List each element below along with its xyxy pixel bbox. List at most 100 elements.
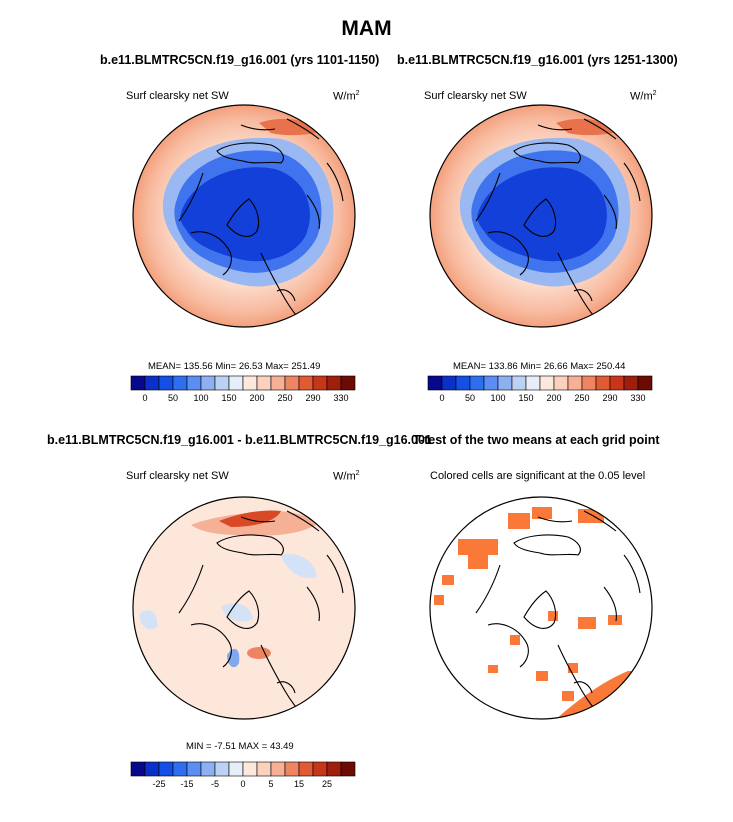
- colorbar-swatch: [623, 375, 639, 391]
- colorbar-tick-label: 5: [268, 779, 274, 789]
- map-3-negative-patch-3: [227, 648, 240, 668]
- colorbar-tick-label: 25: [321, 779, 333, 789]
- colorbar-swatch: [144, 375, 160, 391]
- colorbar-swatch: [441, 375, 457, 391]
- colorbar-swatch: [144, 761, 160, 777]
- map-3-center-max: [247, 647, 271, 659]
- panel-3-title: b.e11.BLMTRC5CN.f19_g16.001 - b.e11.BLMT…: [47, 433, 432, 447]
- colorbar-tick-label: -15: [180, 779, 194, 789]
- map-2-seaice-deep-blue: [477, 167, 607, 262]
- colorbar-swatch: [340, 761, 356, 777]
- colorbar-swatch: [497, 375, 513, 391]
- colorbar-swatch: [214, 761, 230, 777]
- map-1-red-patch: [259, 118, 327, 136]
- colorbar-swatch: [298, 761, 314, 777]
- colorbar-swatch: [469, 375, 485, 391]
- map-panel-3: [132, 496, 356, 720]
- colorbar-swatch: [539, 375, 555, 391]
- colorbar-swatch: [130, 375, 146, 391]
- colorbar-tick-label: 200: [546, 393, 562, 403]
- colorbar-tick-label: 100: [193, 393, 209, 403]
- panel-4-title: T-test of the two means at each grid poi…: [413, 433, 660, 447]
- panel-1-variable: Surf clearsky net SW: [126, 90, 229, 102]
- colorbar-swatch: [186, 761, 202, 777]
- colorbar-swatch: [158, 761, 174, 777]
- map-2-red-patch: [556, 118, 624, 136]
- colorbar-tick-label: 100: [490, 393, 506, 403]
- panel-2-stats: MEAN= 133.86 Min= 26.66 Max= 250.44: [453, 361, 626, 372]
- colorbar-tick-label: 50: [464, 393, 476, 403]
- colorbar-tick-label: 290: [305, 393, 321, 403]
- colorbar-swatch: [637, 375, 653, 391]
- colorbar-swatch: [483, 375, 499, 391]
- colorbar-swatch: [242, 761, 258, 777]
- colorbar-swatch: [214, 375, 230, 391]
- map-1-coastlines: [178, 118, 344, 324]
- colorbar-swatch: [242, 375, 258, 391]
- colorbar-swatch: [511, 375, 527, 391]
- colorbar-tick-label: 330: [630, 393, 646, 403]
- colorbar-tick-label: 200: [249, 393, 265, 403]
- colorbar-swatch: [326, 761, 342, 777]
- colorbar-swatch: [200, 761, 216, 777]
- colorbar-tick-label: 0: [439, 393, 445, 403]
- colorbar-swatch: [172, 375, 188, 391]
- colorbar-tick-label: 250: [574, 393, 590, 403]
- colorbar-tick-label: 150: [518, 393, 534, 403]
- panel-3-stats: MIN = -7.51 MAX = 43.49: [186, 741, 294, 752]
- map-panel-4: [429, 496, 653, 720]
- colorbar-tick-label: -5: [210, 779, 220, 789]
- colorbar-swatch: [595, 375, 611, 391]
- colorbar-swatch: [228, 761, 244, 777]
- colorbar-swatch: [284, 375, 300, 391]
- panel-3-variable: Surf clearsky net SW: [126, 470, 229, 482]
- colorbar-tick-label: 150: [221, 393, 237, 403]
- map-panel-2: [429, 104, 653, 328]
- map-1-seaice-deep-blue: [180, 167, 310, 262]
- colorbar-swatch: [609, 375, 625, 391]
- colorbar-swatch: [525, 375, 541, 391]
- panel-2-units: W/m2: [630, 90, 657, 103]
- colorbar-swatch: [427, 375, 443, 391]
- colorbar-tick-label: 250: [277, 393, 293, 403]
- colorbar-swatch: [340, 375, 356, 391]
- colorbar-swatch: [186, 375, 202, 391]
- colorbar-swatch: [200, 375, 216, 391]
- panel-3-units: W/m2: [333, 470, 360, 483]
- colorbar-panel-2: [427, 375, 653, 391]
- colorbar-swatch: [130, 761, 146, 777]
- colorbar-swatch: [256, 761, 272, 777]
- map-2-coastlines: [475, 118, 641, 324]
- map-panel-1: [132, 104, 356, 328]
- colorbar-tick-label: 50: [167, 393, 179, 403]
- colorbar-swatch: [284, 761, 300, 777]
- colorbar-swatch: [312, 375, 328, 391]
- colorbar-swatch: [581, 375, 597, 391]
- colorbar-swatch: [228, 375, 244, 391]
- colorbar-swatch: [567, 375, 583, 391]
- panel-4-subtitle: Colored cells are significant at the 0.0…: [430, 470, 646, 482]
- colorbar-swatch: [312, 761, 328, 777]
- colorbar-tick-label: 15: [293, 779, 305, 789]
- colorbar-swatch: [158, 375, 174, 391]
- colorbar-tick-label: -25: [152, 779, 166, 789]
- page-title: MAM: [341, 17, 392, 40]
- colorbar-swatch: [455, 375, 471, 391]
- colorbar-panel-3: [130, 761, 356, 777]
- panel-1-stats: MEAN= 135.56 Min= 26.53 Max= 251.49: [148, 361, 321, 372]
- colorbar-swatch: [270, 375, 286, 391]
- map-3-negative-patch-1: [281, 554, 317, 579]
- panel-1-title: b.e11.BLMTRC5CN.f19_g16.001 (yrs 1101-11…: [100, 53, 380, 67]
- map-3-negative-patch-4: [139, 610, 158, 630]
- panel-2-title: b.e11.BLMTRC5CN.f19_g16.001 (yrs 1251-13…: [397, 53, 678, 67]
- colorbar-swatch: [256, 375, 272, 391]
- map-3-negative-patch-2: [221, 603, 253, 622]
- colorbar-swatch: [553, 375, 569, 391]
- colorbar-tick-label: 0: [142, 393, 148, 403]
- colorbar-swatch: [298, 375, 314, 391]
- panel-1-units: W/m2: [333, 90, 360, 103]
- colorbar-swatch: [326, 375, 342, 391]
- map-3-coastlines: [178, 510, 344, 716]
- colorbar-swatch: [172, 761, 188, 777]
- map-3-positive-max: [219, 510, 281, 527]
